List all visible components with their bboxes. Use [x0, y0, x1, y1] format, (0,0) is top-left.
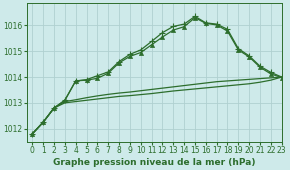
X-axis label: Graphe pression niveau de la mer (hPa): Graphe pression niveau de la mer (hPa): [53, 158, 255, 167]
